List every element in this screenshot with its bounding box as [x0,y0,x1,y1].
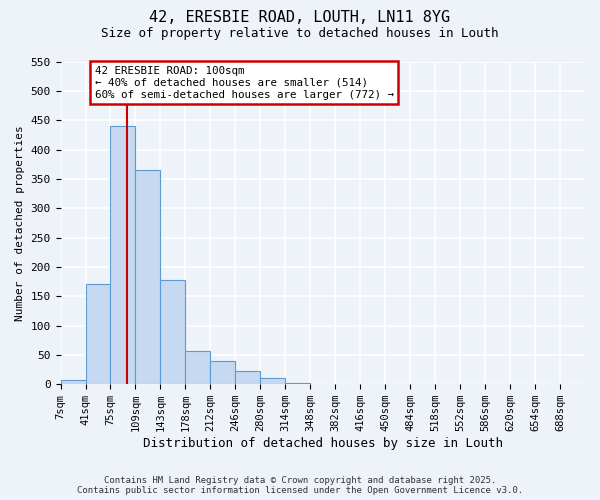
Text: Size of property relative to detached houses in Louth: Size of property relative to detached ho… [101,28,499,40]
Bar [110,126,136,384]
Bar [235,372,260,384]
Bar [260,378,286,384]
Bar [86,284,110,384]
Text: Contains HM Land Registry data © Crown copyright and database right 2025.
Contai: Contains HM Land Registry data © Crown c… [77,476,523,495]
Bar [61,380,86,384]
Bar [136,170,160,384]
Bar [286,383,310,384]
Bar [185,352,211,384]
X-axis label: Distribution of detached houses by size in Louth: Distribution of detached houses by size … [143,437,503,450]
Bar [160,280,185,384]
Text: 42 ERESBIE ROAD: 100sqm
← 40% of detached houses are smaller (514)
60% of semi-d: 42 ERESBIE ROAD: 100sqm ← 40% of detache… [95,66,394,100]
Y-axis label: Number of detached properties: Number of detached properties [15,125,25,320]
Text: 42, ERESBIE ROAD, LOUTH, LN11 8YG: 42, ERESBIE ROAD, LOUTH, LN11 8YG [149,10,451,25]
Bar [211,361,235,384]
